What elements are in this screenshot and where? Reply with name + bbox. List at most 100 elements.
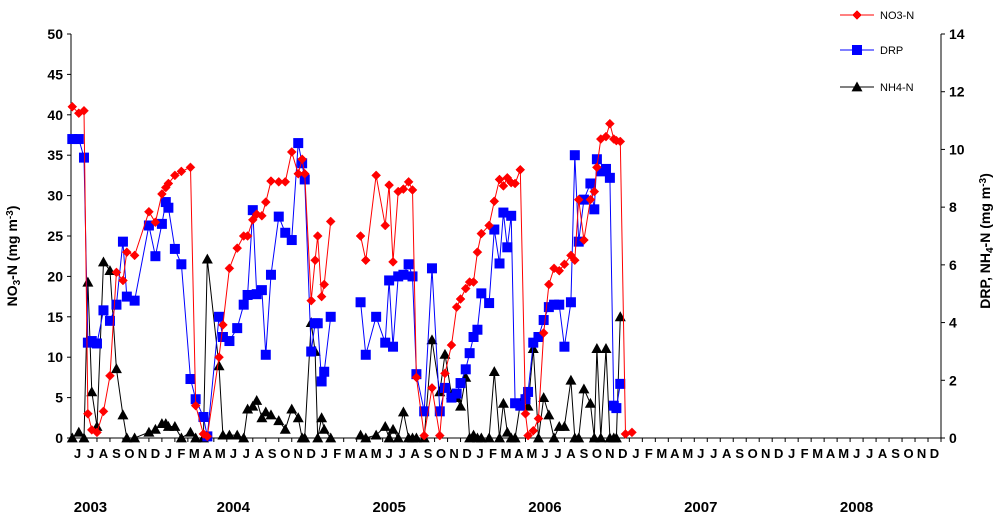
point-nh4-n bbox=[247, 400, 259, 411]
month-label: O bbox=[592, 446, 602, 461]
left-tick-label: 35 bbox=[47, 147, 63, 163]
point-no3-n bbox=[605, 118, 615, 129]
point-drp bbox=[156, 218, 167, 229]
point-no3-n bbox=[510, 178, 520, 189]
point-no3-n bbox=[451, 302, 462, 312]
point-no3-n bbox=[176, 166, 187, 177]
left-tick-label: 0 bbox=[55, 430, 63, 446]
point-drp bbox=[494, 258, 505, 269]
point-drp bbox=[316, 376, 327, 387]
point-nh4-n bbox=[121, 432, 133, 443]
month-label: J bbox=[87, 446, 94, 461]
month-label: S bbox=[112, 446, 121, 461]
point-drp bbox=[129, 295, 140, 306]
month-label: J bbox=[554, 446, 561, 461]
point-no3-n bbox=[620, 429, 631, 439]
point-no3-n bbox=[615, 136, 626, 147]
point-no3-n bbox=[144, 206, 154, 217]
month-label: S bbox=[424, 446, 433, 461]
month-label: J bbox=[476, 446, 483, 461]
point-nh4-n bbox=[397, 406, 409, 417]
point-nh4-n bbox=[387, 423, 399, 434]
month-label: O bbox=[903, 446, 913, 461]
point-nh4-n bbox=[392, 432, 404, 443]
point-nh4-n bbox=[410, 432, 422, 443]
point-drp bbox=[273, 211, 284, 222]
point-drp bbox=[591, 154, 602, 165]
point-no3-n bbox=[67, 101, 78, 112]
right-tick-label: 0 bbox=[949, 430, 957, 446]
month-label: M bbox=[501, 446, 512, 461]
point-nh4-n bbox=[312, 432, 324, 443]
point-nh4-n bbox=[223, 429, 235, 440]
point-drp bbox=[185, 374, 196, 385]
point-drp bbox=[256, 285, 267, 296]
point-nh4-n bbox=[299, 432, 311, 443]
month-label: N bbox=[605, 446, 614, 461]
month-label: A bbox=[722, 446, 732, 461]
point-nh4-n bbox=[143, 426, 155, 437]
point-nh4-n bbox=[97, 256, 109, 267]
point-no3-n bbox=[538, 328, 549, 338]
point-drp bbox=[224, 336, 235, 347]
point-drp bbox=[538, 315, 549, 326]
point-drp bbox=[585, 178, 596, 189]
point-drp bbox=[559, 341, 570, 352]
point-no3-n bbox=[573, 194, 584, 205]
point-nh4-n bbox=[475, 432, 487, 443]
point-nh4-n bbox=[231, 429, 243, 440]
point-no3-n bbox=[434, 430, 445, 441]
point-nh4-n bbox=[265, 409, 277, 420]
point-drp bbox=[554, 299, 565, 310]
series-drp bbox=[67, 134, 626, 442]
point-no3-n bbox=[554, 265, 565, 276]
point-drp bbox=[242, 289, 253, 300]
month-label: A bbox=[99, 446, 109, 461]
point-no3-n bbox=[523, 430, 533, 441]
month-label: J bbox=[74, 446, 81, 461]
month-label: F bbox=[489, 446, 497, 461]
legend-label-drp: DRP bbox=[880, 45, 903, 57]
point-no3-n bbox=[440, 368, 450, 379]
series-layer bbox=[66, 101, 637, 443]
point-no3-n bbox=[121, 247, 132, 258]
point-drp bbox=[293, 138, 304, 149]
point-nh4-n bbox=[600, 343, 612, 353]
month-label: M bbox=[371, 446, 382, 461]
left-tick-label: 20 bbox=[47, 268, 63, 284]
month-label: A bbox=[566, 446, 576, 461]
point-no3-n bbox=[407, 185, 418, 195]
point-no3-n bbox=[528, 425, 539, 436]
point-no3-n bbox=[569, 255, 580, 266]
month-label: M bbox=[189, 446, 200, 461]
left-tick-label: 5 bbox=[55, 390, 63, 406]
point-drp bbox=[451, 388, 462, 399]
month-label: N bbox=[917, 446, 926, 461]
point-no3-n bbox=[388, 257, 398, 267]
point-nh4-n bbox=[184, 426, 196, 437]
right-tick-label: 14 bbox=[949, 26, 965, 42]
year-label: 2006 bbox=[528, 499, 561, 516]
point-drp bbox=[121, 291, 132, 302]
point-drp bbox=[468, 332, 479, 342]
point-nh4-n bbox=[169, 420, 181, 431]
point-no3-n bbox=[627, 427, 637, 438]
month-label: M bbox=[682, 446, 693, 461]
point-drp bbox=[398, 269, 409, 280]
point-nh4-n bbox=[548, 432, 560, 443]
point-no3-n bbox=[316, 291, 327, 302]
point-drp bbox=[260, 349, 271, 360]
month-label: M bbox=[812, 446, 823, 461]
point-drp bbox=[73, 134, 84, 145]
right-tick-label: 8 bbox=[949, 199, 957, 215]
month-label: J bbox=[853, 446, 860, 461]
point-no3-n bbox=[218, 320, 228, 330]
point-no3-n bbox=[592, 162, 602, 173]
point-no3-n bbox=[92, 427, 102, 438]
point-drp bbox=[489, 224, 500, 235]
point-drp bbox=[160, 197, 171, 208]
point-nh4-n bbox=[383, 432, 395, 443]
point-drp bbox=[498, 207, 509, 218]
point-nh4-n bbox=[190, 432, 202, 443]
